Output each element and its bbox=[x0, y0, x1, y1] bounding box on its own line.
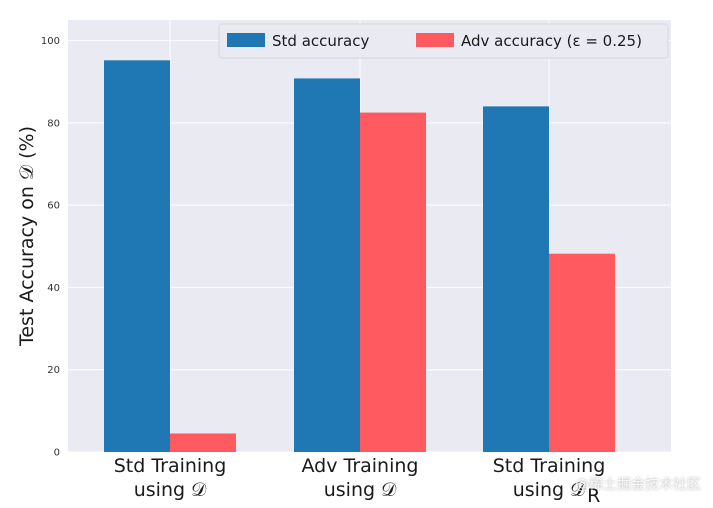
legend-swatch-adv bbox=[416, 33, 454, 47]
y-tick-label: 60 bbox=[47, 201, 60, 212]
legend-swatch-std bbox=[227, 33, 265, 47]
bar-adv-0 bbox=[170, 433, 236, 452]
category-label-line2: using 𝒟 bbox=[513, 479, 586, 501]
bar-std-0 bbox=[104, 60, 170, 452]
legend: Std accuracy Adv accuracy (ε = 0.25) bbox=[218, 23, 669, 59]
y-tick-label: 0 bbox=[54, 448, 60, 459]
category-label-line2: using 𝒟 bbox=[324, 479, 397, 501]
bar-std-2 bbox=[483, 106, 549, 453]
y-tick-labels: 0 20 40 60 80 100 bbox=[41, 36, 60, 458]
category-label-line2: using 𝒟 bbox=[134, 479, 207, 501]
y-axis-label: Test Accuracy on 𝒟 (%) bbox=[16, 126, 38, 347]
category-label-subscript: R bbox=[587, 485, 600, 507]
bar-adv-2 bbox=[549, 253, 615, 452]
legend-label-adv: Adv accuracy (ε = 0.25) bbox=[461, 32, 642, 50]
y-tick-label: 100 bbox=[41, 36, 60, 47]
legend-label-std: Std accuracy bbox=[272, 32, 369, 50]
category-label-line1: Std Training bbox=[493, 455, 606, 477]
y-tick-label: 20 bbox=[47, 365, 60, 376]
bars bbox=[104, 60, 615, 453]
y-tick-label: 40 bbox=[47, 283, 60, 294]
bar-adv-1 bbox=[360, 112, 426, 453]
category-label-line1: Adv Training bbox=[302, 455, 419, 477]
watermark: @稀土掘金技术社区 bbox=[575, 477, 701, 493]
category-label-line1: Std Training bbox=[114, 455, 227, 477]
y-tick-label: 80 bbox=[47, 118, 60, 129]
bar-std-1 bbox=[294, 78, 360, 453]
